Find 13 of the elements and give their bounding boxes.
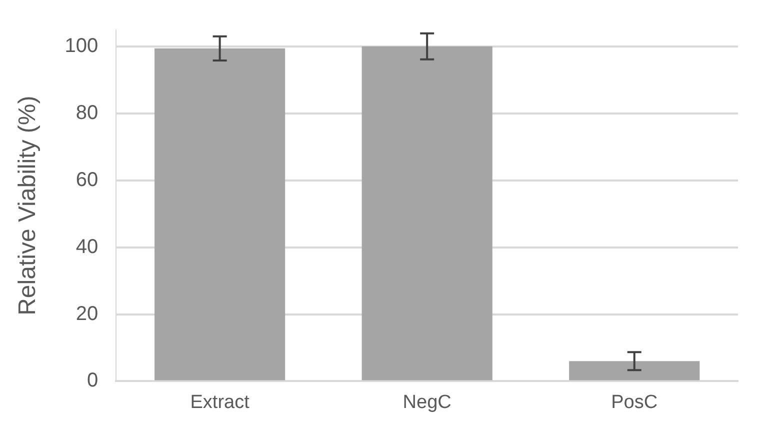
bar	[362, 46, 492, 380]
y-tick-label: 80	[76, 102, 98, 124]
y-tick-label: 20	[76, 302, 98, 325]
x-tick-label: NegC	[402, 392, 452, 413]
y-tick-label: 0	[87, 370, 98, 392]
x-tick-label: Extract	[190, 392, 250, 413]
y-tick-label: 100	[64, 35, 98, 58]
x-tick-label: PosC	[611, 392, 658, 413]
bar	[154, 48, 286, 380]
y-tick-label: 40	[76, 236, 98, 258]
y-axis-title: Relative Viability (%)	[14, 96, 42, 316]
bar	[569, 361, 700, 380]
y-tick-label: 60	[76, 169, 98, 192]
